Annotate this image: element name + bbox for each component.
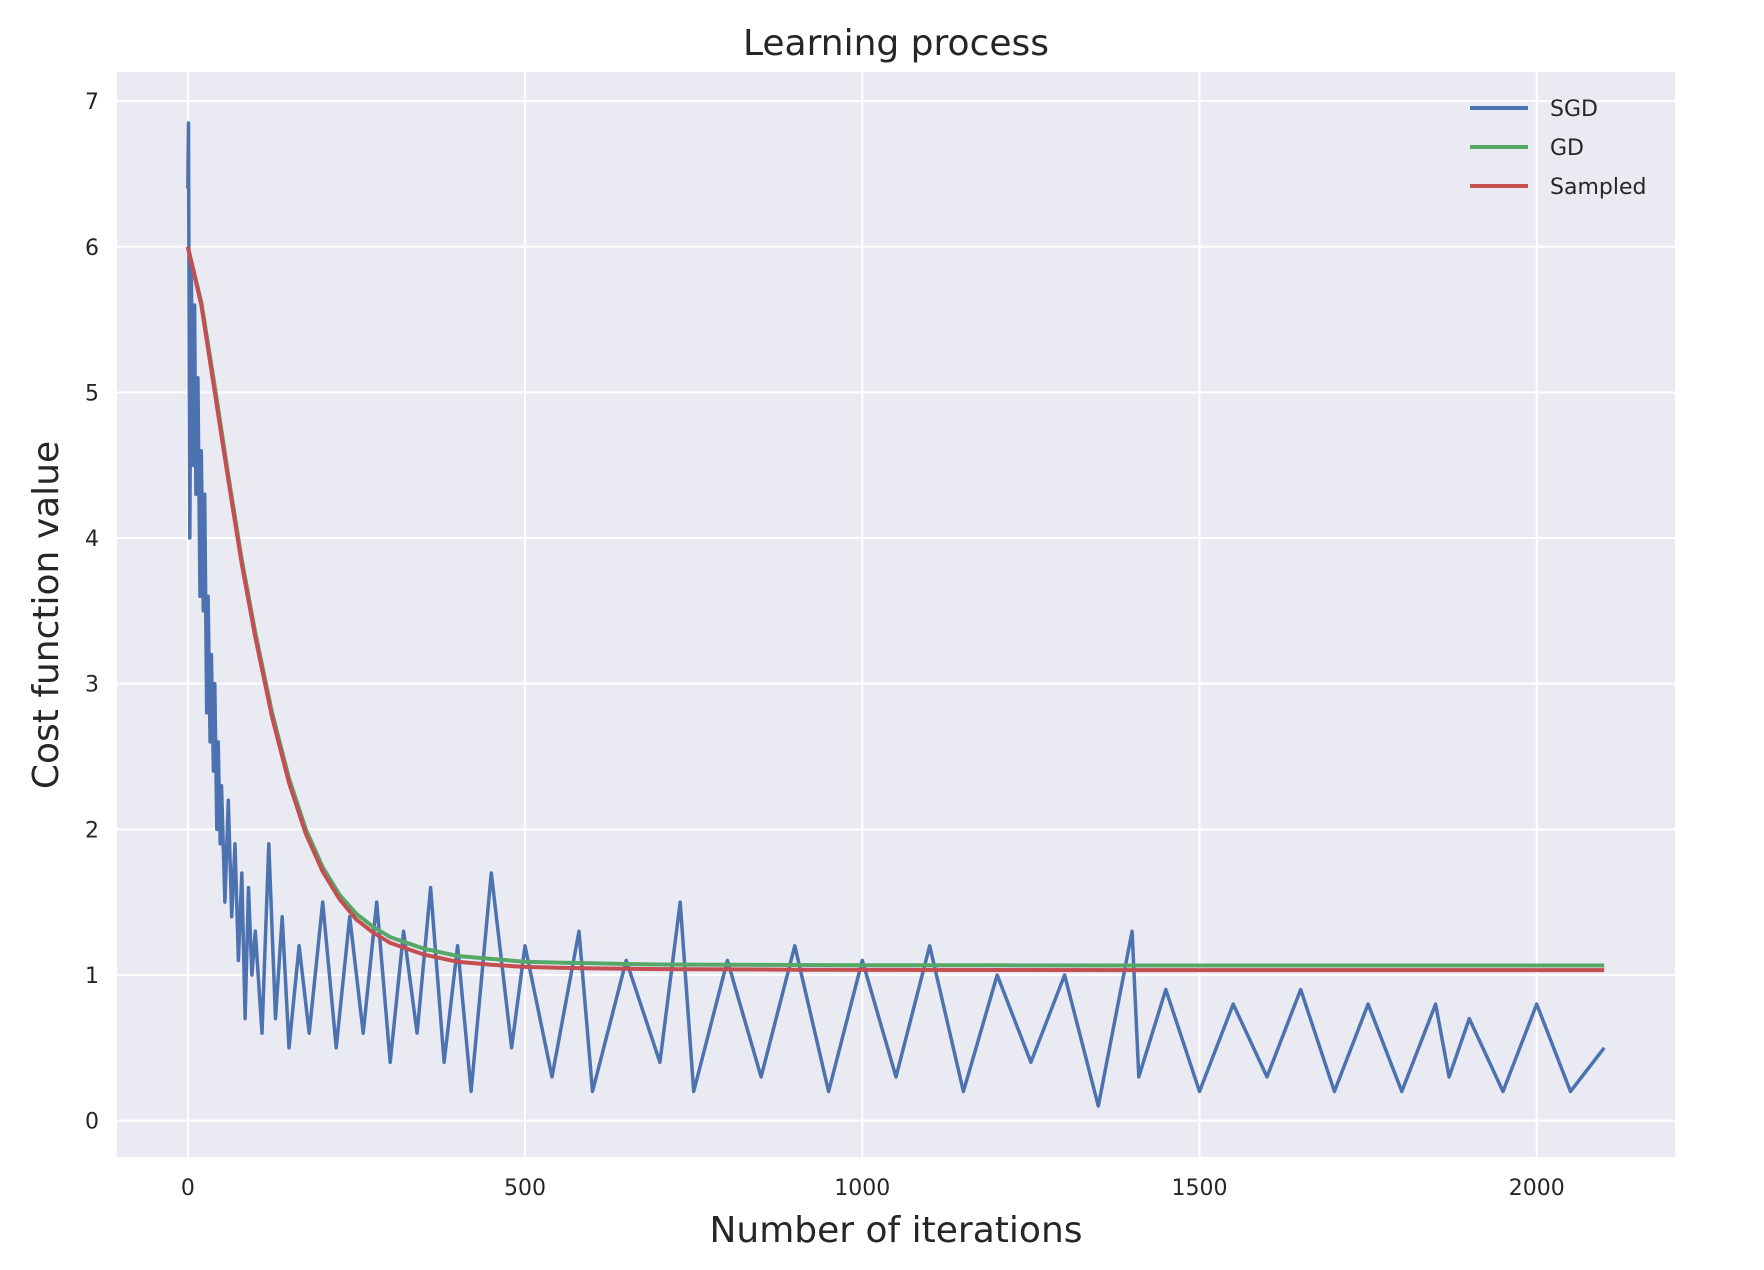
grid-lines xyxy=(117,72,1675,1157)
plot-background xyxy=(117,72,1675,1157)
y-tick-label: 2 xyxy=(85,818,99,843)
legend-label-sgd: SGD xyxy=(1550,97,1598,122)
y-tick-label: 6 xyxy=(85,236,99,261)
legend: SGD GD Sampled xyxy=(1470,97,1646,200)
x-tick-label: 500 xyxy=(504,1176,546,1201)
x-tick-label: 1500 xyxy=(1172,1176,1228,1201)
x-axis-label: Number of iterations xyxy=(709,1210,1082,1251)
y-tick-label: 3 xyxy=(85,673,99,698)
legend-label-sampled: Sampled xyxy=(1550,175,1646,200)
y-tick-label: 4 xyxy=(85,527,99,552)
legend-label-gd: GD xyxy=(1550,136,1584,161)
y-axis-label: Cost function value xyxy=(26,441,67,789)
y-tick-label: 5 xyxy=(85,381,99,406)
x-tick-label: 1000 xyxy=(834,1176,890,1201)
chart-title: Learning process xyxy=(743,23,1049,64)
y-tick-label: 0 xyxy=(85,1110,99,1135)
series-lines xyxy=(185,121,1606,1108)
tick-labels: 0 500 1000 1500 2000 0 1 2 3 4 5 6 7 xyxy=(85,90,1565,1201)
x-tick-label: 2000 xyxy=(1509,1176,1565,1201)
y-tick-label: 7 xyxy=(85,90,99,115)
x-tick-label: 0 xyxy=(181,1176,195,1201)
y-tick-label: 1 xyxy=(85,964,99,989)
series-line-sgd xyxy=(186,121,1606,1108)
series-line-sampled xyxy=(185,246,1605,973)
